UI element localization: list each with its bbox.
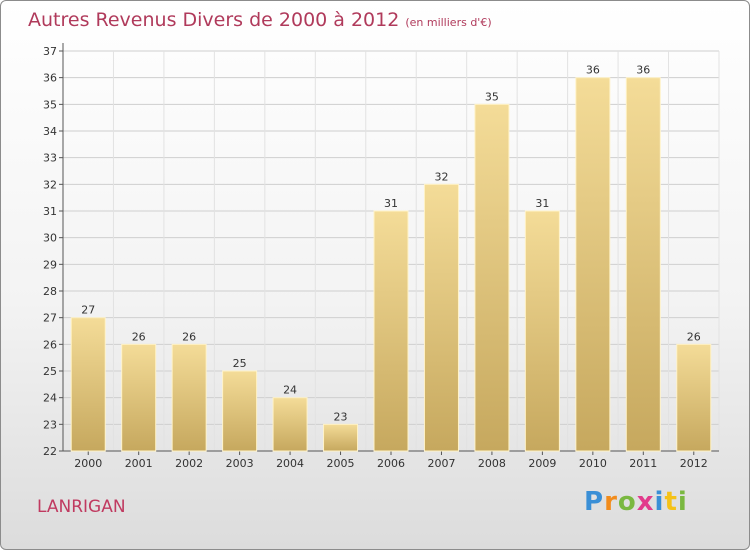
bar-2010[interactable] (575, 77, 611, 452)
y-tick-label: 31 (43, 205, 57, 218)
x-tick-label-2008: 2008 (478, 457, 506, 470)
y-tick-label: 29 (43, 258, 57, 271)
x-tick-label-2003: 2003 (226, 457, 254, 470)
y-tick-label: 24 (43, 392, 57, 405)
location-name: LANRIGAN (37, 497, 126, 517)
x-tick-label-2012: 2012 (680, 457, 708, 470)
logo-letter: t (664, 487, 678, 517)
bar-2011[interactable] (625, 77, 661, 452)
x-tick-label-2006: 2006 (377, 457, 405, 470)
value-label-2002: 26 (182, 330, 196, 343)
bar-2009[interactable] (524, 210, 560, 452)
y-tick-label: 33 (43, 152, 57, 165)
y-tick-label: 37 (43, 45, 57, 58)
x-tick-label-2005: 2005 (327, 457, 355, 470)
logo-letter: i (677, 487, 688, 517)
bar-2007[interactable] (423, 183, 459, 452)
proxiti-logo[interactable]: Proxiti (584, 487, 688, 517)
bar-2003[interactable] (222, 370, 258, 452)
y-tick-label: 28 (43, 285, 57, 298)
value-label-2012: 26 (687, 330, 701, 343)
x-tick-label-2000: 2000 (74, 457, 102, 470)
value-label-2006: 31 (384, 197, 398, 210)
x-tick-label-2009: 2009 (528, 457, 556, 470)
value-label-2011: 36 (636, 64, 650, 77)
y-tick-label: 34 (43, 125, 57, 138)
labels: 27 2000 26 2001 26 2002 25 2003 24 2004 23 2005 31 20… (74, 64, 708, 470)
x-tick-label-2007: 2007 (427, 457, 455, 470)
bar-2008[interactable] (474, 103, 510, 452)
y-tick-label: 32 (43, 178, 57, 191)
logo-letter: r (604, 487, 618, 517)
bar-2001[interactable] (121, 343, 157, 452)
bar-2006[interactable] (373, 210, 409, 452)
y-tick-label: 35 (43, 98, 57, 111)
chart-subtitle: (en milliers d'€) (405, 16, 492, 29)
chart-title: Autres Revenus Divers de 2000 à 2012 (en … (28, 9, 492, 31)
y-tick-label: 25 (43, 365, 57, 378)
value-label-2004: 24 (283, 384, 297, 397)
logo-letter: P (584, 487, 605, 517)
y-tick-label: 22 (43, 445, 57, 458)
value-label-2003: 25 (233, 357, 247, 370)
x-tick-label-2004: 2004 (276, 457, 304, 470)
bar-2005[interactable] (323, 423, 359, 452)
x-tick-label-2001: 2001 (125, 457, 153, 470)
y-tick-label: 30 (43, 232, 57, 245)
bars (70, 77, 712, 452)
x-tick-label-2010: 2010 (579, 457, 607, 470)
value-label-2007: 32 (434, 170, 448, 183)
value-label-2000: 27 (81, 304, 95, 317)
x-tick-label-2011: 2011 (629, 457, 657, 470)
value-label-2008: 35 (485, 90, 499, 103)
x-tick-label-2002: 2002 (175, 457, 203, 470)
value-label-2005: 23 (334, 410, 348, 423)
y-tick-label: 36 (43, 72, 57, 85)
bar-2012[interactable] (676, 343, 712, 452)
logo-letter: o (617, 487, 637, 517)
bar-2004[interactable] (272, 397, 308, 452)
logo-letter: x (636, 487, 655, 517)
bar-2000[interactable] (70, 317, 106, 452)
value-label-2010: 36 (586, 64, 600, 77)
y-tick-label: 23 (43, 418, 57, 431)
y-tick-label: 26 (43, 338, 57, 351)
value-label-2001: 26 (132, 330, 146, 343)
chart-title-text: Autres Revenus Divers de 2000 à 2012 (28, 9, 400, 31)
y-tick-label: 27 (43, 312, 57, 325)
value-label-2009: 31 (535, 197, 549, 210)
bar-2002[interactable] (171, 343, 207, 452)
logo-letter: i (654, 487, 665, 517)
